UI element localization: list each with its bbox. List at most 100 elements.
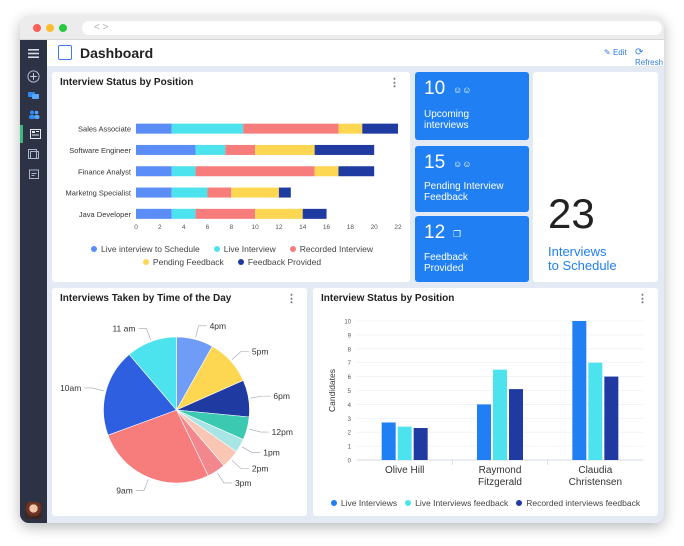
slice-label: 6pm — [273, 391, 290, 401]
leader-line — [195, 325, 207, 338]
pie-slice — [107, 409, 209, 484]
bar — [477, 404, 491, 460]
legend-label: Recorded Interview — [299, 244, 373, 254]
legend-swatch — [516, 500, 523, 506]
card-title: Interview Status by Position — [321, 293, 455, 304]
legend-item[interactable]: Live Interview — [213, 244, 276, 254]
stat-label-1: Feedback — [424, 252, 468, 263]
leader-line — [250, 395, 271, 399]
edit-button[interactable]: ✎ Edit — [604, 48, 627, 58]
slice-label: 4pm — [210, 321, 227, 331]
x-tick-label: 6 — [206, 224, 210, 231]
legend-item[interactable]: Recorded Interview — [289, 244, 373, 254]
legend-item[interactable]: Live interview to Schedule — [91, 244, 200, 254]
category-label: Marketng Specialist — [66, 189, 132, 198]
chart-legend: Live interview to Schedule Live Interview… — [62, 244, 402, 267]
bar-segment — [255, 144, 315, 155]
sidebar — [20, 40, 47, 523]
bar — [588, 362, 603, 460]
bar-segment — [314, 144, 375, 155]
bar-segment — [338, 123, 363, 134]
bar — [397, 426, 412, 460]
address-bar[interactable]: < > — [82, 21, 662, 35]
y-tick-label: 0 — [348, 459, 352, 465]
legend-item[interactable]: Pending Feedback — [142, 257, 224, 267]
card-title: Interviews Taken by Time of the Day — [60, 293, 232, 304]
legend-label: Live Interviews — [340, 498, 398, 508]
y-tick-label: 2 — [348, 431, 352, 437]
pencil-icon: ✎ — [604, 48, 613, 57]
reports-icon[interactable] — [20, 145, 47, 163]
leader-line — [135, 479, 149, 491]
user-avatar[interactable] — [25, 502, 42, 519]
x-tick-label: 14 — [299, 224, 307, 231]
calendar-icon[interactable] — [20, 165, 47, 183]
minimize-window-button[interactable] — [46, 24, 54, 32]
interviews-to-schedule-card[interactable]: 23 Interviews to Schedule — [533, 72, 658, 282]
y-tick-label: 3 — [348, 417, 352, 423]
close-window-button[interactable] — [33, 24, 41, 32]
chat-icon[interactable] — [20, 86, 47, 104]
x-tick-label: 8 — [229, 224, 233, 231]
x-tick-label: 2 — [158, 224, 162, 231]
category-label: Fitzgerald — [478, 477, 522, 488]
bar-segment — [195, 208, 256, 219]
stat-label-1: Upcoming — [424, 109, 470, 120]
pie-slice — [103, 353, 178, 436]
more-options-icon[interactable]: ⋮ — [389, 77, 400, 89]
x-tick-label: 0 — [134, 224, 138, 231]
stat-label-2: interviews — [424, 120, 469, 131]
legend-item[interactable]: Live Interviews feedback — [405, 498, 508, 508]
bar-segment — [171, 187, 208, 198]
browser-titlebar: < > — [20, 16, 664, 40]
stat-value: 23 — [548, 190, 595, 237]
legend-item[interactable]: Live Interviews — [330, 498, 398, 508]
x-tick-label: 10 — [251, 224, 259, 231]
slice-label: 2pm — [252, 463, 269, 473]
bar-segment — [171, 123, 244, 134]
add-icon[interactable] — [20, 67, 47, 85]
bar-segment — [195, 144, 226, 155]
bar — [381, 422, 396, 460]
pending-feedback-card[interactable]: 15 ☺☺ Pending Interview Feedback — [415, 146, 529, 212]
maximize-window-button[interactable] — [59, 24, 67, 32]
bar-segment — [338, 166, 375, 177]
more-options-icon[interactable]: ⋮ — [637, 293, 648, 305]
feedback-provided-card[interactable]: 12 ❐ Feedback Provided — [415, 216, 529, 282]
upcoming-interviews-card[interactable]: 10 ☺☺ Upcoming interviews — [415, 72, 529, 140]
y-axis-label: Candidates — [327, 369, 337, 412]
legend-label: Recorded interviews feedback — [526, 498, 641, 508]
legend-swatch — [91, 246, 98, 252]
y-tick-label: 10 — [344, 320, 351, 326]
menu-icon[interactable] — [20, 44, 47, 62]
x-tick-label: 20 — [371, 224, 379, 231]
bar — [509, 389, 523, 460]
chart-legend: Live Interviews Live Interviews feedback R… — [317, 498, 654, 508]
category-label: Olive Hill — [385, 465, 424, 476]
category-label: Christensen — [569, 477, 622, 488]
legend-label: Live interview to Schedule — [101, 244, 200, 254]
legend-swatch — [237, 259, 244, 265]
legend-item[interactable]: Feedback Provided — [237, 257, 321, 267]
y-tick-label: 5 — [348, 389, 352, 395]
bar-segment — [255, 208, 303, 219]
dashboard-page-icon — [58, 45, 72, 60]
bar-segment — [207, 187, 232, 198]
x-tick-label: 22 — [394, 224, 402, 231]
legend-item[interactable]: Recorded interviews feedback — [516, 498, 640, 508]
slice-label: 1pm — [263, 448, 280, 458]
users-icon[interactable] — [20, 105, 47, 123]
more-options-icon[interactable]: ⋮ — [286, 293, 297, 305]
dashboard-icon[interactable] — [20, 125, 47, 143]
candidates-card: Interview Status by Position ⋮ 0 1 2 3 4 5 6 7 8… — [313, 288, 658, 516]
bar — [572, 321, 587, 460]
status-bar-chart: Sales Associate Software Engineer Finance … — [66, 123, 402, 231]
y-tick-label: 1 — [348, 445, 352, 451]
leader-line — [231, 460, 249, 469]
stat-value: 15 — [424, 152, 446, 173]
bar-segment — [278, 187, 291, 198]
page-title: Dashboard — [80, 45, 154, 61]
refresh-button[interactable]: ⟳ Refresh — [635, 48, 664, 68]
bar-segment — [195, 166, 315, 177]
